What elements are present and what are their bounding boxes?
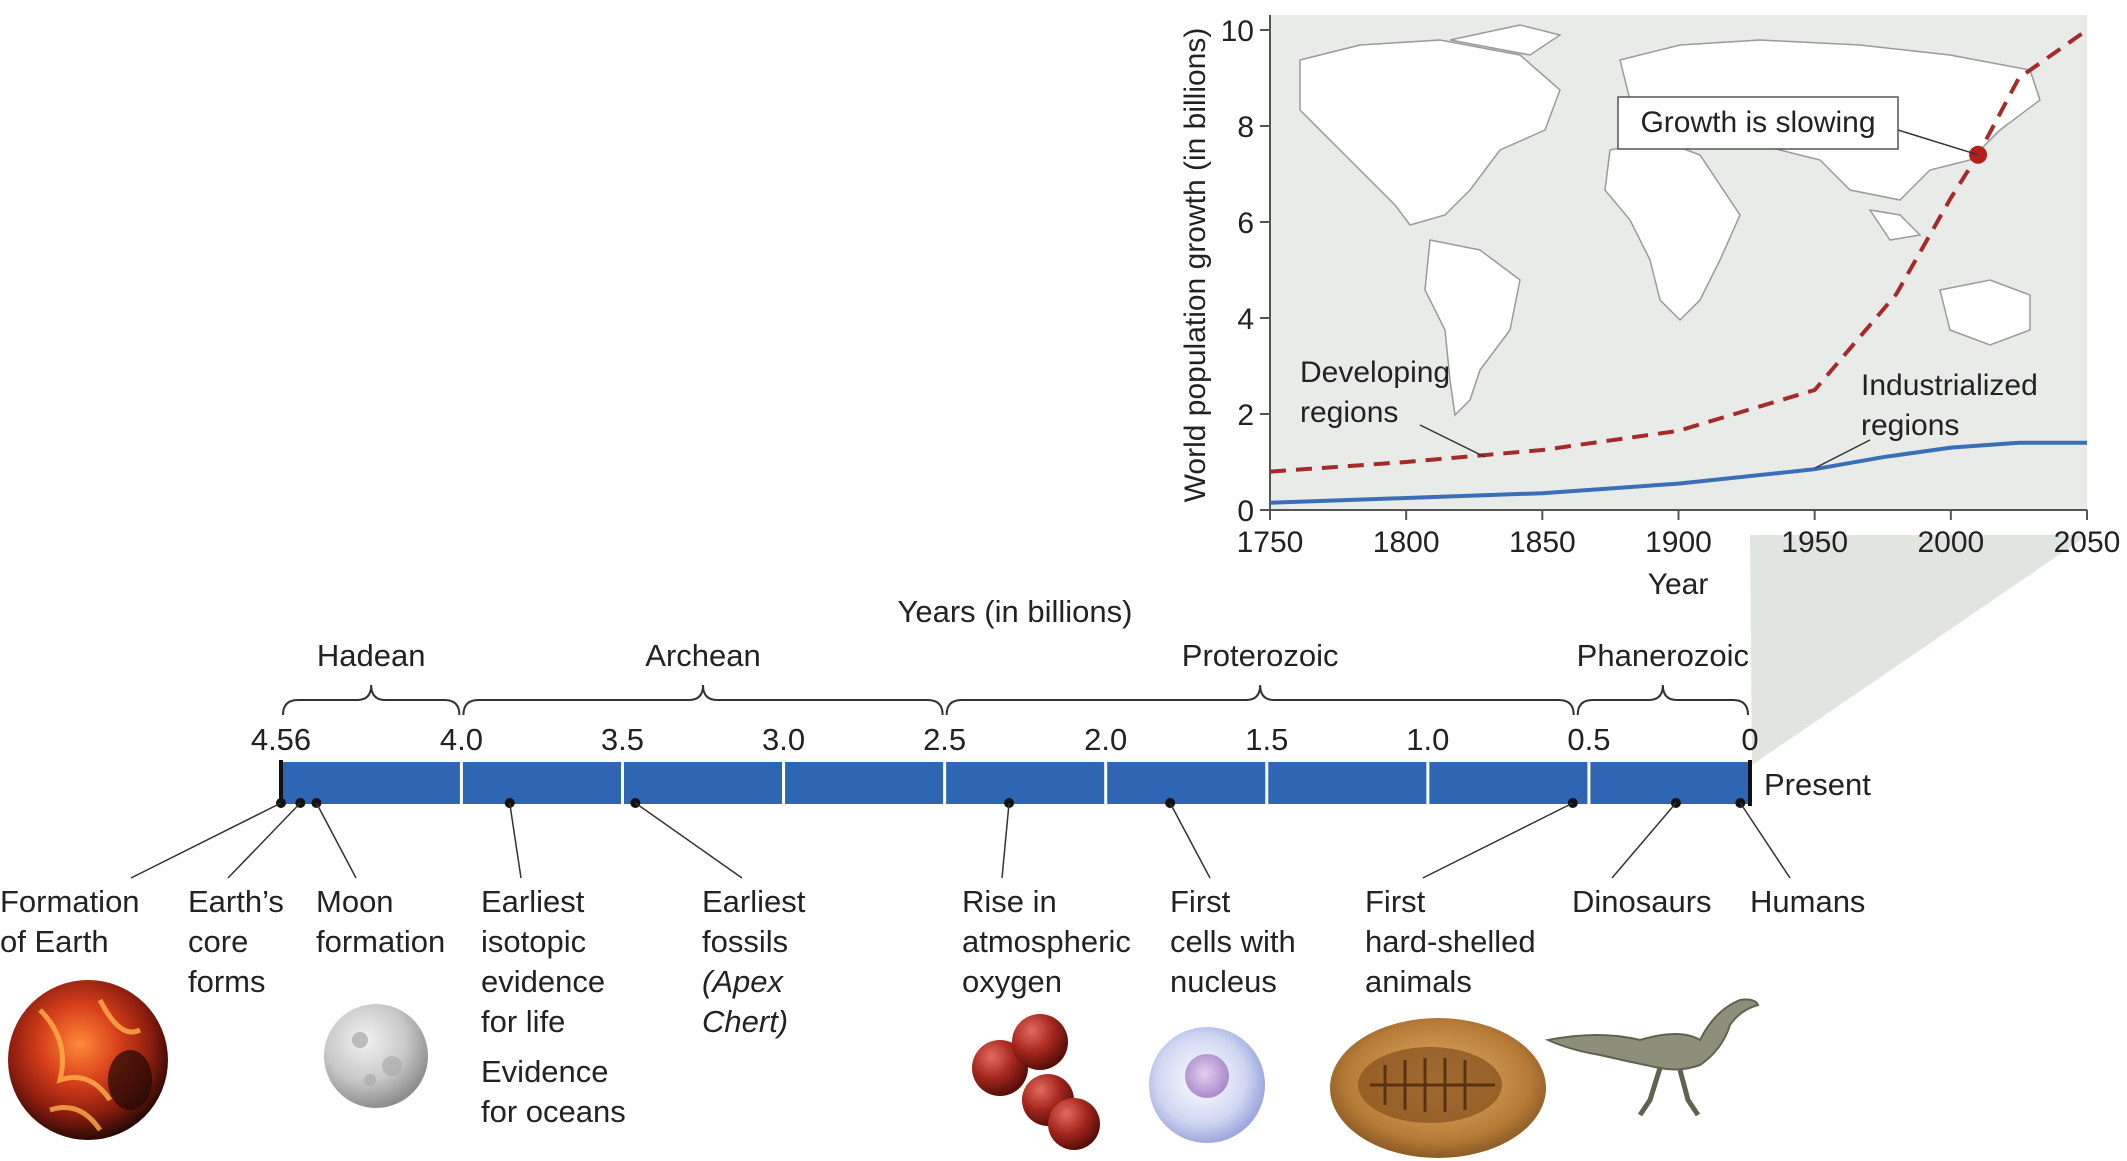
event-label-first-hard-shelled-animals: animals: [1365, 964, 1472, 999]
oxygen-molecules-icon: [972, 1014, 1100, 1150]
event-label-earliest-isotopic-evidence: evidence: [481, 964, 605, 999]
event-label-earliest-fossils: Earliest: [702, 884, 806, 919]
timeline-bar: [280, 762, 1750, 804]
trilobite-fossil-icon: [1330, 1018, 1546, 1158]
era-label: Archean: [645, 638, 760, 673]
event-label-earliest-fossils: fossils: [702, 924, 788, 959]
event-leader: [1001, 802, 1010, 879]
event-leader: [508, 802, 522, 879]
timeline-tick-label: 2.5: [923, 722, 966, 757]
timeline-tick-label: 0.5: [1567, 722, 1610, 757]
zoom-funnel: [1750, 535, 2088, 765]
era-bracket: [1576, 684, 1749, 716]
y-axis-label: World population growth (in billions): [1179, 28, 1212, 503]
y-tick-label: 6: [1237, 207, 1254, 240]
x-tick-label: 1950: [1781, 526, 1848, 559]
event-label-moon-formation: formation: [316, 924, 445, 959]
y-tick-label: 0: [1237, 495, 1254, 528]
era-label: Phanerozoic: [1577, 638, 1749, 673]
event-label-earths-core-forms: core: [188, 924, 248, 959]
x-tick-label: 1750: [1237, 526, 1304, 559]
x-tick-label: 1800: [1373, 526, 1440, 559]
event-label-first-cells-with-nucleus: nucleus: [1170, 964, 1277, 999]
nucleated-cell-icon: [1149, 1027, 1265, 1143]
timeline-tick-label: 4.0: [440, 722, 483, 757]
x-axis-label: Year: [1648, 568, 1709, 601]
event-label-earths-core-forms: Earth’s: [188, 884, 284, 919]
x-tick-label: 1850: [1509, 526, 1576, 559]
growth-slowing-box: [1617, 96, 1899, 150]
event-label-formation-of-earth: Formation: [0, 884, 140, 919]
event-label-first-hard-shelled-animals: hard-shelled: [1365, 924, 1536, 959]
timeline-tick-label: 1.0: [1406, 722, 1449, 757]
developing-label-line1: Developing: [1300, 356, 1450, 389]
era-label: Hadean: [317, 638, 426, 673]
event-leader: [1422, 802, 1574, 879]
event-leader: [315, 802, 357, 879]
event-label-humans: Humans: [1750, 884, 1865, 919]
x-tick-label: 2050: [2054, 526, 2121, 559]
dinosaur-icon: [1544, 998, 1760, 1117]
industrialized-label-line1: Industrialized: [1861, 369, 2038, 402]
era-label: Proterozoic: [1182, 638, 1339, 673]
event-label-dinosaurs: Dinosaurs: [1572, 884, 1712, 919]
timeline-axis-title: Years (in billions): [898, 594, 1133, 629]
developing-leader: [1419, 424, 1486, 458]
event-leader: [227, 802, 301, 879]
event-label-formation-of-earth: of Earth: [0, 924, 109, 959]
event-label-rise-in-oxygen: oxygen: [962, 964, 1062, 999]
event-label-rise-in-oxygen: Rise in: [962, 884, 1057, 919]
industrialized-regions-line: [1269, 440, 2087, 505]
era-bracket: [945, 684, 1575, 716]
timeline-tick-label: 3.0: [762, 722, 805, 757]
event-label-earliest-isotopic-evidence: isotopic: [481, 924, 586, 959]
event-leader: [634, 802, 743, 879]
timeline-tick-label: 4.56: [251, 722, 311, 757]
molten-earth-icon: [8, 980, 168, 1140]
industrialized-label-line2: regions: [1861, 409, 1959, 442]
timeline-tick-label: 1.5: [1245, 722, 1288, 757]
y-tick-label: 8: [1237, 111, 1254, 144]
event-label-earliest-fossils: Chert): [702, 1004, 788, 1039]
era-bracket: [282, 684, 461, 716]
era-bracket: [462, 684, 944, 716]
x-tick-label: 1900: [1645, 526, 1712, 559]
event-label-rise-in-oxygen: atmospheric: [962, 924, 1131, 959]
event-label-moon-formation: Moon: [316, 884, 394, 919]
timeline-tick-label: 3.5: [601, 722, 644, 757]
event-label-first-hard-shelled-animals: First: [1365, 884, 1426, 919]
present-label: Present: [1764, 767, 1871, 802]
population-chart: 0 2 4 6 8 10 1750 1800 1850 1900 1950 2000 2050 Wor…: [1179, 15, 2120, 601]
event-label-earliest-isotopic-evidence-extra: Evidence: [481, 1054, 609, 1089]
moon-icon: [324, 1004, 428, 1108]
y-tick-label: 4: [1237, 303, 1254, 336]
growth-slowing-text: Growth is slowing: [1640, 106, 1875, 139]
x-tick-label: 2000: [1917, 526, 1984, 559]
growth-slowing-leader: [1897, 129, 1979, 156]
event-leader: [1739, 802, 1791, 879]
event-label-earliest-isotopic-evidence: Earliest: [481, 884, 585, 919]
industrialized-leader: [1814, 439, 1871, 469]
event-label-earths-core-forms: forms: [188, 964, 266, 999]
event-label-earliest-fossils: (Apex: [702, 964, 784, 999]
timeline-tick-label: 2.0: [1084, 722, 1127, 757]
event-leader: [1611, 802, 1677, 879]
event-label-earliest-isotopic-evidence-extra: for oceans: [481, 1094, 626, 1129]
y-tick-label: 10: [1221, 15, 1254, 48]
event-label-first-cells-with-nucleus: First: [1170, 884, 1231, 919]
event-leader: [1169, 802, 1211, 879]
y-tick-label: 2: [1237, 399, 1254, 432]
event-label-first-cells-with-nucleus: cells with: [1170, 924, 1296, 959]
developing-label-line2: regions: [1300, 396, 1398, 429]
timeline-tick-label: 0: [1741, 722, 1758, 757]
event-leader: [130, 802, 282, 879]
event-label-earliest-isotopic-evidence: for life: [481, 1004, 565, 1039]
